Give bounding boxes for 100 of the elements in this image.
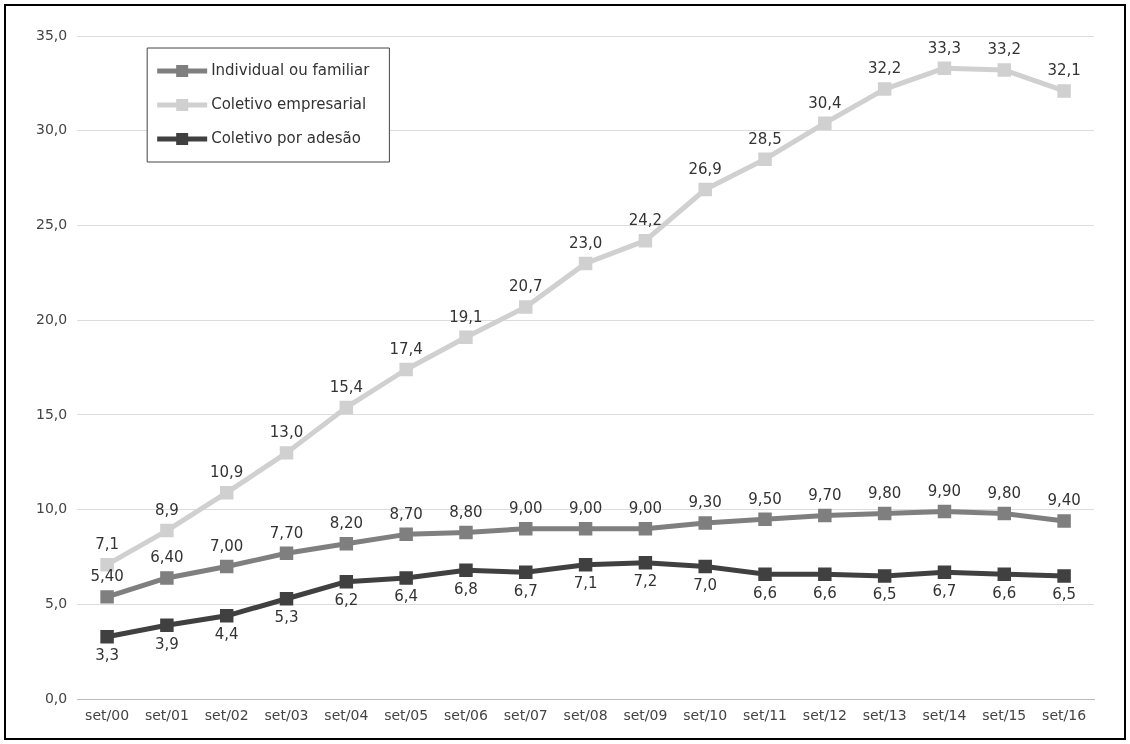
- point: [818, 116, 832, 130]
- data-label: 9,70: [808, 485, 842, 504]
- data-label: 7,1: [573, 574, 598, 593]
- point: [698, 516, 712, 530]
- point: [279, 546, 294, 561]
- x-tick-label: set/13: [862, 707, 907, 724]
- data-label: 9,00: [568, 499, 603, 518]
- data-label: 13,0: [269, 423, 304, 442]
- data-label: 6,6: [992, 583, 1017, 602]
- y-tick-label: 5,0: [44, 595, 68, 612]
- data-label: 6,7: [932, 581, 957, 600]
- data-label: 32,1: [1047, 61, 1081, 80]
- data-label: 9,00: [509, 499, 543, 518]
- point: [937, 61, 952, 75]
- y-tick-label: 35,0: [36, 26, 68, 43]
- y-tick-label: 15,0: [36, 405, 68, 422]
- x-tick-label: set/15: [982, 707, 1027, 724]
- legend-label: Individual ou familiar: [211, 60, 371, 79]
- point: [877, 82, 892, 96]
- data-label: 7,2: [633, 572, 658, 591]
- data-label: 3,9: [154, 634, 179, 653]
- data-label: 9,50: [748, 489, 782, 508]
- data-label: 6,4: [394, 587, 419, 606]
- data-label: 3,3: [95, 646, 120, 665]
- point: [758, 152, 772, 166]
- point: [399, 527, 413, 542]
- x-tick-label: set/03: [264, 707, 309, 724]
- data-label: 19,1: [449, 307, 483, 326]
- point: [997, 506, 1012, 521]
- data-label: 6,2: [334, 591, 359, 610]
- point: [1057, 84, 1071, 98]
- point: [818, 508, 832, 523]
- data-label: 6,7: [513, 581, 538, 600]
- data-label: 7,0: [693, 575, 718, 594]
- x-tick-label: set/11: [743, 707, 787, 724]
- data-label: 24,2: [628, 211, 663, 230]
- point: [160, 618, 174, 633]
- data-label: 6,6: [812, 583, 837, 602]
- data-label: 6,8: [454, 579, 478, 598]
- point: [100, 629, 114, 644]
- data-label: 8,9: [154, 500, 179, 519]
- x-tick-label: set/08: [563, 707, 608, 724]
- point: [877, 506, 892, 521]
- point: [997, 63, 1012, 77]
- data-label: 33,3: [927, 38, 962, 57]
- point: [519, 565, 533, 579]
- point: [638, 233, 653, 248]
- point: [818, 567, 832, 581]
- point: [997, 567, 1012, 581]
- y-tick-label: 25,0: [36, 216, 68, 233]
- point: [519, 300, 533, 314]
- point: [638, 556, 653, 570]
- point: [758, 512, 772, 526]
- point: [698, 182, 712, 197]
- data-label: 4,4: [214, 625, 239, 644]
- point: [339, 574, 354, 589]
- point: [519, 521, 533, 536]
- legend-label: Coletivo por adesão: [211, 128, 361, 147]
- data-label: 9,80: [987, 483, 1021, 502]
- x-tick-label: set/01: [144, 707, 189, 724]
- point: [160, 523, 174, 538]
- x-tick-label: set/02: [204, 707, 249, 724]
- data-label: 23,0: [568, 233, 603, 252]
- data-label: 15,4: [329, 377, 364, 396]
- x-tick-label: set/05: [384, 707, 429, 724]
- data-label: 7,1: [95, 535, 120, 554]
- data-label: 8,70: [389, 504, 423, 523]
- data-label: 10,9: [210, 463, 244, 482]
- point: [219, 485, 234, 500]
- point: [219, 609, 234, 623]
- data-label: 5,40: [90, 567, 124, 586]
- data-label: 6,6: [753, 583, 777, 602]
- point: [100, 590, 114, 604]
- point: [578, 256, 593, 271]
- point: [279, 592, 294, 606]
- point: [638, 521, 653, 536]
- point: [279, 446, 294, 460]
- data-label: 33,2: [987, 40, 1021, 59]
- data-label: 6,40: [150, 548, 184, 567]
- data-label: 9,40: [1047, 491, 1081, 510]
- x-tick-label: set/16: [1042, 707, 1087, 724]
- data-label: 8,20: [329, 514, 364, 533]
- x-tick-label: set/06: [443, 707, 489, 724]
- point: [339, 400, 354, 415]
- point: [160, 571, 174, 585]
- x-tick-label: set/09: [623, 707, 668, 724]
- x-tick-label: set/04: [324, 707, 369, 724]
- point: [578, 521, 593, 536]
- point: [399, 571, 413, 585]
- data-label: 20,7: [509, 277, 543, 296]
- point: [578, 557, 593, 572]
- data-label: 6,5: [1052, 585, 1077, 604]
- data-label: 7,70: [269, 523, 304, 542]
- point: [459, 563, 473, 578]
- data-label: 9,00: [628, 499, 663, 518]
- point: [877, 569, 892, 583]
- x-tick-label: set/14: [922, 707, 967, 724]
- data-label: 26,9: [688, 159, 722, 178]
- data-label: 9,30: [688, 493, 722, 512]
- data-label: 9,80: [867, 483, 902, 502]
